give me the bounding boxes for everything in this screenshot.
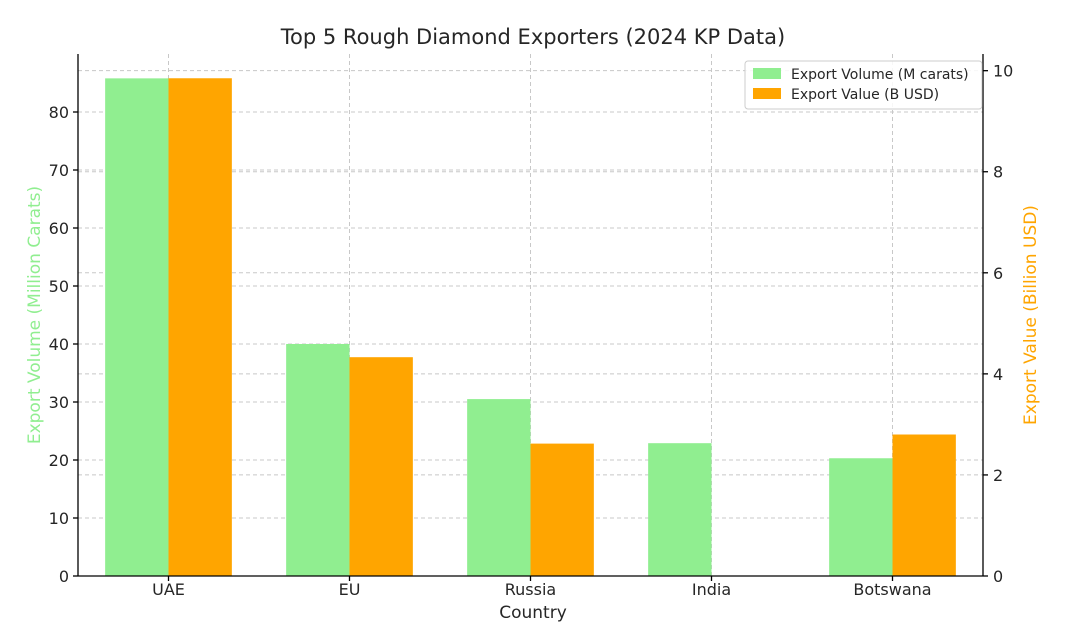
x-tick-label: India bbox=[692, 580, 731, 599]
ticks-layer: 0 10 20 30 40 50 60 70 80 0 2 4 6 8 10 UAE EU Russia India… bbox=[49, 62, 1014, 599]
bars-layer bbox=[105, 78, 956, 577]
y-left-tick-label: 10 bbox=[49, 509, 69, 528]
y-right-tick-label: 4 bbox=[993, 365, 1003, 384]
legend-label: Export Value (B USD) bbox=[791, 87, 939, 103]
legend-swatch bbox=[753, 68, 781, 79]
x-tick-label: Botswana bbox=[853, 580, 931, 599]
bar-value-eu bbox=[349, 357, 413, 576]
y-right-tick-label: 10 bbox=[993, 62, 1013, 81]
chart-title: Top 5 Rough Diamond Exporters (2024 KP D… bbox=[280, 25, 785, 49]
bar-volume-russia bbox=[467, 399, 531, 576]
legend: Export Volume (M carats) Export Value (B … bbox=[744, 60, 983, 110]
y-left-tick-label: 60 bbox=[49, 219, 69, 238]
y-right-tick-label: 6 bbox=[993, 264, 1003, 283]
legend-label: Export Volume (M carats) bbox=[791, 67, 969, 83]
y-axis-left-label: Export Volume (Million Carats) bbox=[25, 186, 45, 444]
bar-volume-india bbox=[648, 443, 712, 576]
y-axis-right-label: Export Value (Billion USD) bbox=[1021, 205, 1041, 425]
bar-value-russia bbox=[530, 443, 594, 576]
y-left-tick-label: 70 bbox=[49, 161, 69, 180]
bar-volume-eu bbox=[286, 344, 350, 576]
y-right-tick-label: 8 bbox=[993, 163, 1003, 182]
legend-swatch bbox=[753, 88, 781, 99]
y-left-tick-label: 0 bbox=[59, 567, 69, 586]
bar-value-botswana bbox=[892, 434, 956, 576]
y-right-tick-label: 2 bbox=[993, 466, 1003, 485]
bar-volume-uae bbox=[105, 78, 169, 577]
y-left-tick-label: 50 bbox=[49, 277, 69, 296]
bar-volume-botswana bbox=[829, 458, 893, 576]
y-left-tick-label: 40 bbox=[49, 335, 69, 354]
y-left-tick-label: 30 bbox=[49, 393, 69, 412]
x-tick-label: UAE bbox=[152, 580, 185, 599]
legend-box bbox=[744, 60, 983, 110]
x-tick-label: EU bbox=[339, 580, 361, 599]
x-tick-label: Russia bbox=[505, 580, 556, 599]
bar-value-uae bbox=[168, 78, 232, 577]
x-axis-label: Country bbox=[499, 603, 567, 623]
y-left-tick-label: 80 bbox=[49, 103, 69, 122]
y-left-tick-label: 20 bbox=[49, 451, 69, 470]
y-right-tick-label: 0 bbox=[993, 567, 1003, 586]
